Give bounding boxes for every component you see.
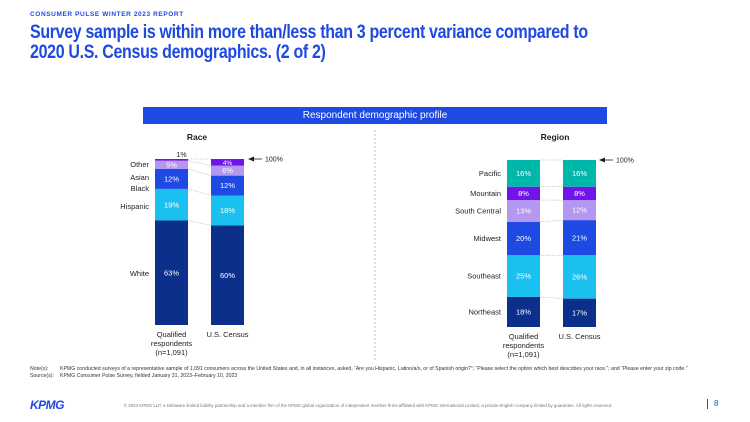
value-label: 16% (516, 169, 531, 178)
category-label: U.S. Census (206, 330, 248, 339)
kpmg-logo: KPMG (30, 398, 65, 412)
bar-asian-1 (211, 165, 244, 176)
value-label: 1% (176, 152, 186, 159)
connector-line (539, 219, 564, 223)
category-label: (n=1,091) (155, 348, 188, 357)
value-label: 4% (223, 160, 233, 167)
bar-mountain-1 (563, 186, 596, 201)
bar-hispanic-0 (155, 188, 188, 221)
bar-hispanic-1 (211, 195, 244, 226)
chart-title: Race (187, 132, 208, 142)
category-label: (n=1,091) (507, 350, 540, 359)
connector-line (187, 220, 212, 226)
bar-black-1 (211, 175, 244, 196)
total-label: 100% (616, 158, 634, 165)
series-label-pacific: Pacific (479, 169, 501, 178)
bar-mountain-0 (507, 186, 540, 201)
value-label: 19% (164, 200, 179, 209)
series-label-midwest: Midwest (473, 234, 501, 243)
report-kicker: CONSUMER PULSE WINTER 2023 REPORT (30, 11, 184, 18)
value-label: 12% (220, 181, 235, 190)
note-row: Note(s): KPMG conducted surveys of a rep… (30, 366, 720, 373)
bar-northeast-0 (507, 296, 540, 327)
connector-line (539, 296, 564, 299)
category-label: respondents (503, 341, 545, 350)
series-label-northeast: Northeast (468, 308, 501, 317)
bar-black-0 (155, 168, 188, 189)
category-label: respondents (151, 339, 193, 348)
series-label-other: Other (130, 160, 149, 169)
value-label: 26% (572, 273, 587, 282)
value-label: 8% (574, 189, 585, 198)
connector-line (187, 188, 212, 196)
note-key: Note(s): (30, 366, 49, 372)
value-label: 12% (164, 175, 179, 184)
value-label: 21% (572, 233, 587, 242)
value-label: 13% (516, 207, 531, 216)
value-label: 63% (164, 268, 179, 277)
value-label: 18% (516, 308, 531, 317)
value-label: 6% (222, 166, 233, 175)
value-label: 20% (516, 234, 531, 243)
connector-line (187, 168, 212, 176)
series-label-hispanic: Hispanic (120, 202, 149, 211)
source-key: Source(s): (30, 373, 54, 380)
category-label: Qualified (157, 330, 187, 339)
bar-pacific-1 (563, 160, 596, 187)
series-label-asian: Asian (130, 173, 149, 182)
section-banner: Respondent demographic profile (143, 107, 607, 124)
bar-southeast-1 (563, 255, 596, 299)
bar-midwest-1 (563, 220, 596, 256)
source-text: KPMG Consumer Pulse Survey, fielded Janu… (60, 373, 238, 380)
chart-title: Region (541, 132, 570, 142)
bar-south-central-0 (507, 200, 540, 222)
total-arrow-head (599, 157, 605, 163)
value-label: 60% (220, 271, 235, 280)
category-label: Qualified (509, 332, 539, 341)
value-label: 25% (516, 272, 531, 281)
series-label-mountain: Mountain (470, 189, 501, 198)
value-label: 18% (220, 206, 235, 215)
series-label-southeast: Southeast (467, 272, 502, 281)
bar-other-0 (155, 159, 188, 161)
note-text: KPMG conducted surveys of a representati… (60, 366, 688, 372)
value-label: 12% (572, 206, 587, 215)
series-label-south-central: South Central (455, 207, 501, 216)
category-label: U.S. Census (558, 332, 600, 341)
total-arrow-head (248, 156, 254, 162)
bar-asian-0 (155, 160, 188, 169)
series-label-black: Black (131, 184, 150, 193)
value-label: 17% (572, 308, 587, 317)
bar-pacific-0 (507, 160, 540, 187)
bar-northeast-1 (563, 298, 596, 327)
series-label-white: White (130, 269, 149, 278)
page-separator (707, 399, 708, 409)
bar-midwest-0 (507, 221, 540, 256)
bar-white-0 (155, 220, 188, 325)
connector-line (187, 160, 212, 166)
value-label: 5% (166, 160, 177, 169)
bar-other-1 (211, 159, 244, 166)
bar-south-central-1 (563, 200, 596, 221)
value-label: 16% (572, 169, 587, 178)
source-row: Source(s): KPMG Consumer Pulse Survey, f… (30, 373, 720, 380)
copyright-text: © 2023 KPMG LLP, a Delaware limited liab… (123, 403, 613, 408)
page-number: 8 (714, 399, 719, 408)
value-label: 8% (518, 189, 529, 198)
page-title: Survey sample is within more than/less t… (30, 21, 588, 64)
bar-white-1 (211, 225, 244, 325)
total-label: 100% (265, 157, 283, 164)
notes-section: Note(s): KPMG conducted surveys of a rep… (30, 366, 720, 380)
bar-southeast-0 (507, 255, 540, 297)
